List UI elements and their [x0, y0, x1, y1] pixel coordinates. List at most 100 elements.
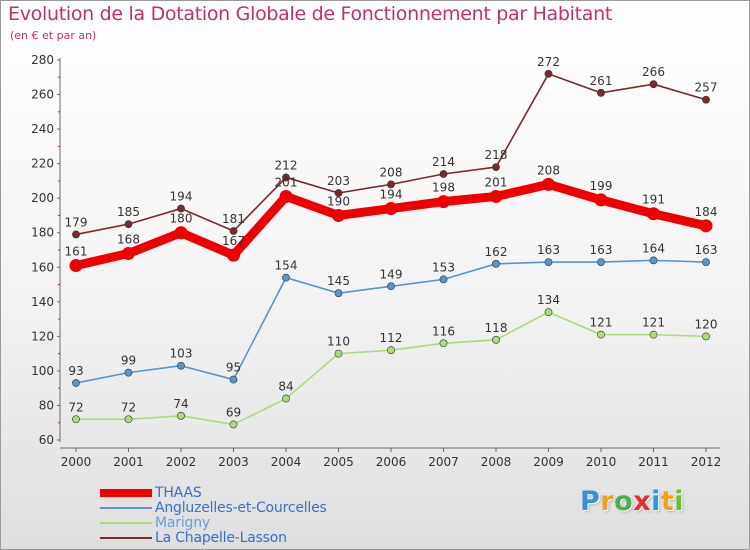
data-point-la-chapelle-lasson-2011 [649, 80, 658, 89]
logo-letter: i [674, 486, 685, 517]
data-point-thaas-2010 [594, 193, 608, 207]
data-point-la-chapelle-lasson-2005 [334, 189, 343, 197]
data-label-thaas-2011: 191 [642, 193, 665, 207]
data-label-thaas-2002: 180 [170, 212, 193, 226]
data-label-la-chapelle-lasson-2008: 218 [485, 148, 508, 162]
data-label-marigny-2011: 121 [642, 316, 665, 330]
data-label-thaas-2000: 161 [65, 245, 88, 259]
data-label-angluzelles-et-courcelles-2009: 163 [537, 243, 560, 257]
legend-swatch-thaas [100, 489, 152, 497]
series-thaas: 161 168 180 167 201 190 194 198 201 208 199 191 184 [65, 163, 718, 273]
data-label-la-chapelle-lasson-2001: 185 [117, 205, 140, 219]
data-label-thaas-2008: 201 [485, 175, 508, 189]
data-label-la-chapelle-lasson-2000: 179 [65, 215, 88, 229]
data-point-thaas-2004 [279, 189, 293, 203]
data-point-marigny-2005 [334, 349, 343, 358]
data-point-la-chapelle-lasson-2001 [124, 220, 133, 228]
legend-item-marigny: Marigny [100, 515, 400, 531]
data-point-thaas-2011 [647, 207, 660, 221]
logo-letter: r [600, 486, 615, 517]
data-label-thaas-2009: 208 [537, 163, 560, 177]
data-label-marigny-2000: 72 [68, 400, 83, 414]
y-tick-label-80: 80 [39, 398, 54, 412]
data-point-angluzelles-et-courcelles-2001 [124, 368, 133, 377]
data-point-angluzelles-et-courcelles-2010 [597, 258, 605, 266]
data-point-thaas-2008 [489, 189, 503, 203]
y-tick-label-200: 200 [31, 191, 54, 205]
data-point-la-chapelle-lasson-2009 [544, 69, 553, 78]
legend-label-angluzelles-et-courcelles: Angluzelles-et-Courcelles [155, 500, 327, 516]
logo-letter: i [651, 486, 661, 517]
data-point-thaas-2001 [122, 246, 135, 260]
legend-item-la-chapelle-lasson: La Chapelle-Lasson [100, 530, 400, 546]
y-tick-label-160: 160 [31, 260, 54, 274]
data-point-marigny-2002 [177, 411, 185, 420]
data-point-marigny-2010 [597, 330, 605, 339]
data-point-la-chapelle-lasson-2012 [702, 95, 710, 104]
data-label-la-chapelle-lasson-2011: 266 [642, 65, 665, 79]
data-point-marigny-2001 [124, 415, 133, 424]
data-label-marigny-2006: 112 [380, 331, 403, 345]
series-marigny: 72 72 74 69 84 110 112 116 118 134 121 121 120 [68, 293, 717, 429]
data-point-marigny-2009 [544, 308, 553, 317]
data-point-la-chapelle-lasson-2008 [492, 163, 500, 171]
data-label-thaas-2012: 184 [695, 205, 718, 219]
data-label-marigny-2005: 110 [327, 335, 350, 349]
legend-swatch-angluzelles-et-courcelles [100, 507, 152, 509]
x-tick-label-2001: 2001 [113, 455, 144, 469]
data-label-angluzelles-et-courcelles-2004: 154 [275, 259, 298, 273]
x-tick-label-2011: 2011 [638, 455, 669, 469]
data-label-marigny-2009: 134 [537, 293, 560, 307]
x-tick-label-2010: 2010 [586, 455, 617, 469]
data-point-la-chapelle-lasson-2000 [72, 230, 80, 239]
data-point-la-chapelle-lasson-2007 [439, 170, 448, 178]
data-label-la-chapelle-lasson-2009: 272 [537, 55, 560, 69]
data-label-angluzelles-et-courcelles-2011: 164 [642, 241, 665, 255]
data-label-angluzelles-et-courcelles-2002: 103 [170, 347, 193, 361]
data-label-thaas-2007: 198 [432, 181, 455, 195]
logo-letter: o [614, 486, 634, 517]
logo-letter: x [633, 486, 652, 517]
data-label-la-chapelle-lasson-2007: 214 [432, 155, 455, 169]
legend-swatch-la-chapelle-lasson [100, 537, 152, 539]
data-point-angluzelles-et-courcelles-2004 [282, 273, 290, 282]
data-point-marigny-2004 [282, 394, 290, 403]
data-point-angluzelles-et-courcelles-2009 [544, 258, 553, 266]
data-point-thaas-2009 [542, 177, 555, 191]
data-point-thaas-2003 [227, 248, 240, 262]
x-tick-label-2008: 2008 [481, 455, 512, 469]
data-point-thaas-2005 [332, 208, 345, 222]
data-point-thaas-2002 [174, 226, 188, 240]
legend-label-la-chapelle-lasson: La Chapelle-Lasson [155, 530, 287, 546]
data-point-marigny-2007 [439, 339, 448, 348]
data-point-angluzelles-et-courcelles-2003 [229, 375, 238, 384]
data-label-angluzelles-et-courcelles-2006: 149 [380, 267, 403, 281]
data-point-marigny-2006 [387, 346, 395, 355]
y-tick-label-120: 120 [31, 329, 54, 343]
legend-label-thaas: THAAS [155, 485, 202, 501]
legend-item-angluzelles-et-courcelles: Angluzelles-et-Courcelles [100, 500, 400, 516]
y-tick-label-260: 260 [31, 88, 54, 102]
data-point-la-chapelle-lasson-2010 [597, 88, 605, 97]
data-point-la-chapelle-lasson-2003 [229, 227, 238, 235]
data-label-la-chapelle-lasson-2010: 261 [590, 74, 613, 88]
data-label-la-chapelle-lasson-2003: 181 [222, 212, 245, 226]
data-label-angluzelles-et-courcelles-2001: 99 [121, 354, 136, 368]
data-point-angluzelles-et-courcelles-2005 [334, 289, 343, 298]
x-tick-label-2009: 2009 [533, 455, 564, 469]
logo-letter: t [660, 486, 675, 517]
data-label-la-chapelle-lasson-2002: 194 [170, 190, 193, 204]
data-point-thaas-2000 [69, 259, 83, 273]
data-point-thaas-2006 [384, 202, 398, 216]
legend-item-thaas: THAAS [100, 485, 400, 501]
data-label-marigny-2004: 84 [278, 380, 293, 394]
data-point-thaas-2012 [699, 219, 713, 233]
proxiti-logo: Proxiti [580, 486, 684, 517]
data-point-angluzelles-et-courcelles-2011 [649, 256, 658, 265]
x-tick-label-2005: 2005 [323, 455, 354, 469]
data-label-la-chapelle-lasson-2012: 257 [695, 81, 718, 95]
data-label-angluzelles-et-courcelles-2005: 145 [327, 274, 350, 288]
chart-subtitle: (en € et par an) [10, 29, 97, 42]
data-point-marigny-2003 [229, 420, 238, 429]
